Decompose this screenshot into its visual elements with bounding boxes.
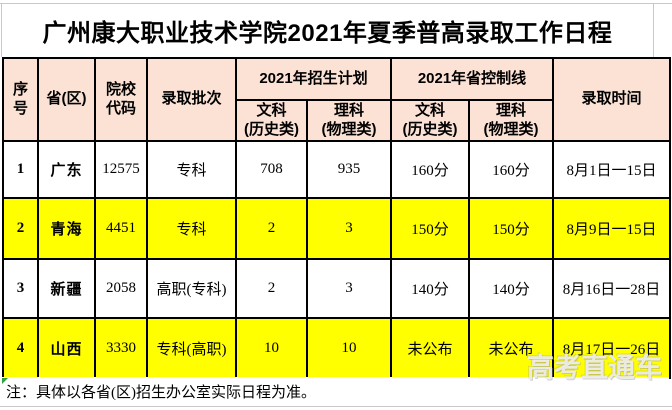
- cell-line-arts: 160分: [390, 140, 470, 199]
- cell-line-science: 未公布: [468, 317, 554, 379]
- cell-line-science: 160分: [468, 140, 554, 199]
- cell-code: 2058: [94, 258, 148, 319]
- cell-seq: 4: [2, 317, 39, 379]
- cell-plan-arts: 2: [235, 197, 308, 260]
- cell-time: 8月16日一28日: [552, 258, 671, 319]
- cell-plan-science: 10: [306, 317, 392, 379]
- header-group-enrollment-plan: 2021年招生计划: [235, 57, 392, 101]
- cell-seq: 1: [2, 140, 39, 199]
- table-row-highlighted: 2 青海 4451 专科 2 3 150分 150分 8月9日一15日: [2, 197, 671, 260]
- cell-time: 8月17日一26日: [552, 317, 671, 379]
- table-row: 3 新疆 2058 高职(专科) 2 3 140分 140分 8月16日一28日: [2, 258, 671, 319]
- cell-plan-arts: 10: [235, 317, 308, 379]
- cell-batch: 专科: [146, 140, 237, 199]
- header-admission-time: 录取时间: [552, 57, 671, 142]
- cell-seq: 3: [2, 258, 39, 319]
- header-group-control-line: 2021年省控制线: [390, 57, 554, 101]
- footnote-text: 注：具体以各省(区)招生办公室实际日程为准。: [6, 385, 316, 401]
- cell-province: 广东: [37, 140, 96, 199]
- header-line-science: 理科 (物理类): [468, 99, 554, 142]
- cell-province: 山西: [37, 317, 96, 379]
- cell-seq: 2: [2, 197, 39, 260]
- header-batch: 录取批次: [146, 57, 237, 142]
- admission-schedule-table: 序 号 省(区) 院校 代码 录取批次 2021年招生计划 2021年省控制线 …: [2, 57, 671, 379]
- cell-batch: 专科: [146, 197, 237, 260]
- cell-batch: 高职(专科): [146, 258, 237, 319]
- bottom-gridline: [0, 406, 672, 407]
- header-seq: 序 号: [2, 57, 39, 142]
- cell-code: 4451: [94, 197, 148, 260]
- cell-plan-science: 3: [306, 197, 392, 260]
- cell-line-arts: 140分: [390, 258, 470, 319]
- cell-plan-science: 3: [306, 258, 392, 319]
- header-college-code: 院校 代码: [94, 57, 148, 142]
- left-gridline: [1, 3, 2, 57]
- header-plan-science: 理科 (物理类): [306, 99, 392, 142]
- top-gridline: [0, 3, 672, 4]
- cell-line-arts: 150分: [390, 197, 470, 260]
- cell-plan-science: 935: [306, 140, 392, 199]
- cell-batch: 专科(高职): [146, 317, 237, 379]
- header-province: 省(区): [37, 57, 96, 142]
- cell-time: 8月9日一15日: [552, 197, 671, 260]
- cell-corner-marker-icon: [2, 378, 8, 384]
- title-right-gridline: [653, 3, 654, 57]
- cell-plan-arts: 2: [235, 258, 308, 319]
- cell-line-arts: 未公布: [390, 317, 470, 379]
- table-row-highlighted: 4 山西 3330 专科(高职) 10 10 未公布 未公布 8月17日一26日: [2, 317, 671, 379]
- cell-line-science: 140分: [468, 258, 554, 319]
- cell-province: 新疆: [37, 258, 96, 319]
- cell-code: 3330: [94, 317, 148, 379]
- page-title: 广州康大职业技术学院2021年夏季普高录取工作日程: [42, 20, 613, 47]
- header-line-arts: 文科 (历史类): [390, 99, 470, 142]
- header-plan-arts: 文科 (历史类): [235, 99, 308, 142]
- cell-line-science: 150分: [468, 197, 554, 260]
- footnote: 注：具体以各省(区)招生办公室实际日程为准。: [2, 377, 669, 406]
- cell-plan-arts: 708: [235, 140, 308, 199]
- cell-code: 12575: [94, 140, 148, 199]
- cell-province: 青海: [37, 197, 96, 260]
- cell-time: 8月1日一15日: [552, 140, 671, 199]
- table-row: 1 广东 12575 专科 708 935 160分 160分 8月1日一15日: [2, 140, 671, 199]
